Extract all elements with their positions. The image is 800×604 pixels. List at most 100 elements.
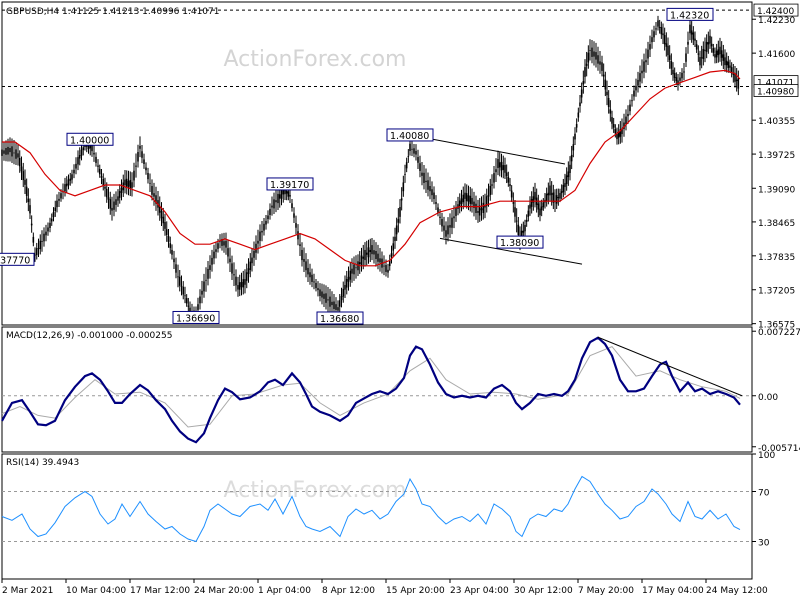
price-y-tick-label: 1.39725 [758, 151, 795, 161]
price-y-tick-label: 1.38465 [758, 219, 795, 229]
price-candle-body [69, 178, 72, 181]
price-candle-body [512, 202, 515, 204]
price-candle-body [453, 216, 455, 219]
price-candle-body [705, 41, 708, 52]
price-candle-body [169, 243, 172, 248]
price-candle-body [411, 148, 413, 150]
price-candle-body [167, 235, 170, 242]
price-candle-body [207, 268, 209, 279]
price-candle-body [552, 192, 555, 203]
price-candle-body [32, 236, 35, 243]
price-candle-body [137, 152, 139, 162]
price-candle-body [125, 178, 128, 188]
x-tick-label: 24 May 12:00 [706, 586, 768, 596]
price-candle-body [104, 186, 106, 189]
price-candle-body [180, 285, 183, 287]
price-candle-body [149, 182, 151, 184]
macd-panel-frame [1, 326, 753, 453]
price-candle-body [60, 193, 62, 199]
price-candle-body [730, 67, 733, 74]
price-candle-body [662, 33, 664, 36]
price-candle-body [20, 166, 23, 172]
price-candle-body [54, 207, 57, 212]
price-candle-body [255, 243, 257, 253]
price-candle-body [443, 225, 445, 231]
price-candle-body [645, 60, 647, 63]
price-candle-body [287, 191, 290, 197]
price-candle-body [311, 274, 313, 282]
price-candle-body [665, 43, 668, 47]
price-candle-body [78, 155, 81, 159]
price-candle-body [500, 161, 503, 171]
price-candle-body [515, 220, 518, 222]
macd-y-tick-label: 0.007227 [758, 328, 800, 338]
price-candle-body [510, 190, 513, 198]
x-tick-label: 15 Apr 20:00 [386, 586, 445, 596]
price-candle-body [567, 171, 570, 178]
price-candle-body [417, 157, 419, 163]
price-candle-body [572, 144, 575, 151]
price-candle-body [64, 184, 66, 192]
price-candle-body [113, 201, 115, 210]
price-candle-body [199, 296, 201, 304]
price-candle-body [129, 180, 132, 189]
price-candle-body [514, 207, 516, 217]
price-candle-body [102, 178, 105, 186]
price-candle-body [550, 193, 553, 195]
price-candle-body [385, 265, 387, 272]
price-candle-body [509, 184, 511, 186]
price-candle-body [289, 195, 291, 197]
price-candle-body [658, 26, 661, 28]
price-candle-body [597, 55, 599, 64]
price-annotation-box [0, 252, 35, 266]
price-candle-body [98, 168, 101, 175]
price-candle-body [131, 182, 133, 188]
price-candle-body [9, 147, 11, 153]
price-candle-body [15, 149, 17, 159]
price-candle-body [362, 256, 365, 259]
price-candle-body [668, 55, 671, 60]
price-candle-body [574, 133, 576, 140]
price-candle-body [93, 152, 95, 155]
price-candle-body [399, 207, 401, 217]
price-candle-body [295, 223, 297, 228]
price-candle-body [87, 142, 90, 150]
price-candle-body [478, 205, 481, 216]
price-candle-body [337, 307, 339, 311]
rsi-panel-title: RSI(14) 39.4943 [6, 458, 79, 468]
price-candle-body [724, 57, 726, 66]
price-y-tick-label: 1.37835 [758, 253, 795, 263]
price-candle-body [145, 167, 147, 171]
price-candle-body [205, 279, 207, 281]
price-candle-body [323, 293, 325, 299]
price-candle-body [415, 150, 417, 155]
price-candle-body [213, 251, 215, 259]
price-candle-body [109, 199, 112, 209]
price-candle-body [675, 77, 678, 82]
price-candle-body [471, 197, 473, 205]
price-candle-body [303, 258, 305, 262]
price-candle-body [13, 152, 15, 154]
price-candle-body [527, 210, 530, 217]
price-candle-body [715, 50, 718, 58]
price-candle-body [732, 72, 735, 75]
price-current-price-tag: 1.41071 [757, 79, 794, 89]
price-candle-body [449, 224, 451, 228]
price-candle-body [24, 179, 26, 185]
price-candle-body [690, 30, 693, 35]
price-candle-body [670, 60, 673, 69]
price-candle-body [737, 78, 740, 89]
price-candle-body [347, 276, 350, 282]
price-candle-body [141, 151, 143, 158]
price-candle-body [549, 185, 551, 196]
price-candle-body [127, 180, 130, 187]
price-annotation-box [66, 132, 114, 146]
price-candle-body [275, 200, 277, 203]
price-candle-body [539, 208, 541, 216]
price-y-tick-label: 1.41600 [758, 50, 795, 60]
price-y-tick-label: 1.42230 [758, 16, 795, 26]
price-candle-body [358, 262, 361, 265]
price-candle-body [601, 62, 603, 71]
